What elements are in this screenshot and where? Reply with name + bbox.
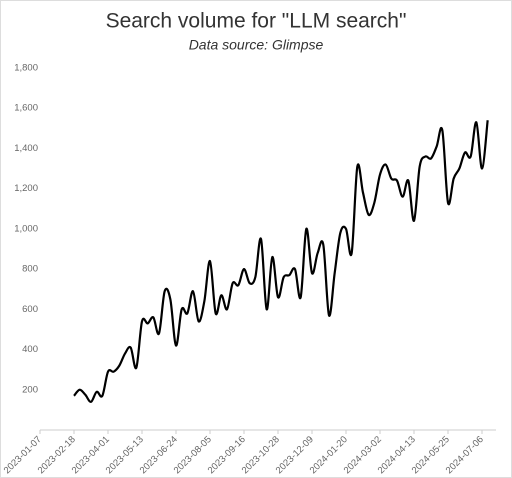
y-tick-label: 1,200 — [14, 183, 38, 194]
y-tick-label: 1,000 — [14, 223, 38, 234]
y-tick-label: 1,400 — [14, 143, 38, 154]
y-tick-label: 1,800 — [14, 63, 38, 74]
y-tick-label: 1,600 — [14, 103, 38, 114]
chart-title: Search volume for "LLM search" — [106, 10, 407, 33]
chart-subtitle: Data source: Glimpse — [189, 37, 324, 53]
line — [73, 120, 489, 403]
y-tick-label: 800 — [22, 264, 38, 275]
y-tick-label: 200 — [22, 384, 38, 395]
y-tick-label: 600 — [22, 304, 38, 315]
y-tick-label: 400 — [22, 344, 38, 355]
